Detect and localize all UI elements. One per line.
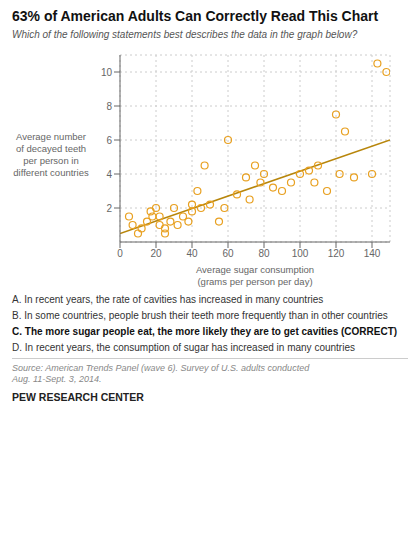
svg-text:10: 10: [101, 67, 113, 78]
html-text:Average sugar consumption (gra: Average sugar consumption (grams per per…: [195, 264, 315, 287]
html-text:D. In recent years, the consum: D. In recent years, the consumption of s…: [12, 342, 355, 353]
html-text:Which of the following stateme: Which of the following statements best d…: [12, 29, 358, 40]
svg-text:140: 140: [364, 248, 381, 259]
svg-text:6: 6: [106, 135, 112, 146]
html-text:B. In some countries, people b: B. In some countries, people brush their…: [12, 310, 388, 321]
svg-text:0: 0: [117, 248, 123, 259]
svg-text:120: 120: [328, 248, 345, 259]
svg-text:2: 2: [106, 203, 112, 214]
html-text:63% of American Adults Can Cor: 63% of American Adults Can Correctly Rea…: [12, 8, 379, 24]
html-text:Average number of decayed teet: Average number of decayed teeth per pers…: [13, 130, 89, 178]
svg-text:60: 60: [222, 248, 234, 259]
svg-text:40: 40: [186, 248, 198, 259]
html-text:C. The more sugar people eat,: C. The more sugar people eat, the more l…: [12, 326, 398, 337]
html-text:A. In recent years, the rate o: A. In recent years, the rate of cavities…: [12, 294, 324, 305]
svg-text:4: 4: [106, 169, 112, 180]
svg-text:8: 8: [106, 101, 112, 112]
html-text:Source: American Trends Panel: Source: American Trends Panel (wave 6). …: [12, 363, 310, 384]
html-text:PEW RESEARCH CENTER: PEW RESEARCH CENTER: [12, 391, 144, 403]
svg-text:20: 20: [150, 248, 162, 259]
svg-text:100: 100: [292, 248, 309, 259]
svg-text:80: 80: [258, 248, 270, 259]
